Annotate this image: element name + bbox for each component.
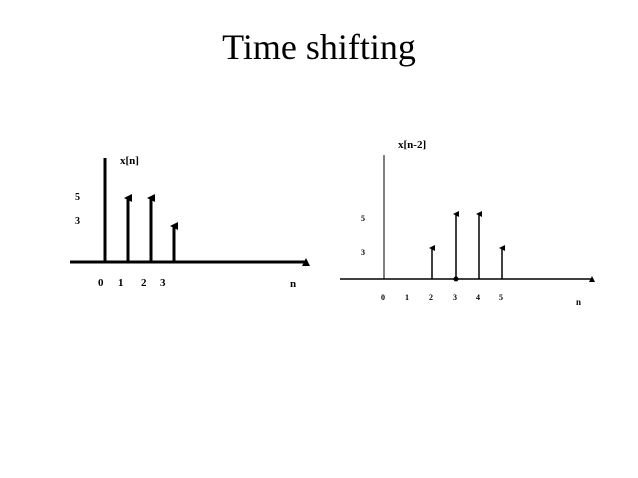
right-x-tick-0: 0 (381, 293, 385, 302)
left-y-tick-5: 5 (75, 192, 80, 203)
right-x-tick-1: 1 (405, 293, 409, 302)
left-signal-plot: x[n] 5 3 0 1 2 3 n (70, 155, 310, 290)
left-x-label: n (290, 278, 296, 290)
right-x-tick-5: 5 (499, 293, 503, 302)
right-x-tick-4: 4 (476, 293, 480, 302)
left-x-tick-2: 2 (141, 277, 147, 289)
left-x-tick-0: 0 (98, 277, 104, 289)
right-x-tick-2: 2 (429, 293, 433, 302)
left-x-tick-1: 1 (118, 277, 124, 289)
right-x-tick-3: 3 (453, 293, 457, 302)
right-x-label: n (576, 297, 581, 307)
left-x-tick-3: 3 (160, 277, 166, 289)
left-y-label: x[n] (120, 155, 139, 167)
right-y-tick-5: 5 (361, 214, 365, 223)
right-y-tick-3: 3 (361, 248, 365, 257)
right-y-label: x[n-2] (398, 139, 426, 151)
left-y-tick-3: 3 (75, 216, 80, 227)
right-signal-plot: x[n-2] 5 3 0 1 2 3 4 5 n (340, 139, 595, 307)
right-stem-n3-dot (453, 276, 459, 282)
slide-title: Time shifting (222, 27, 416, 67)
